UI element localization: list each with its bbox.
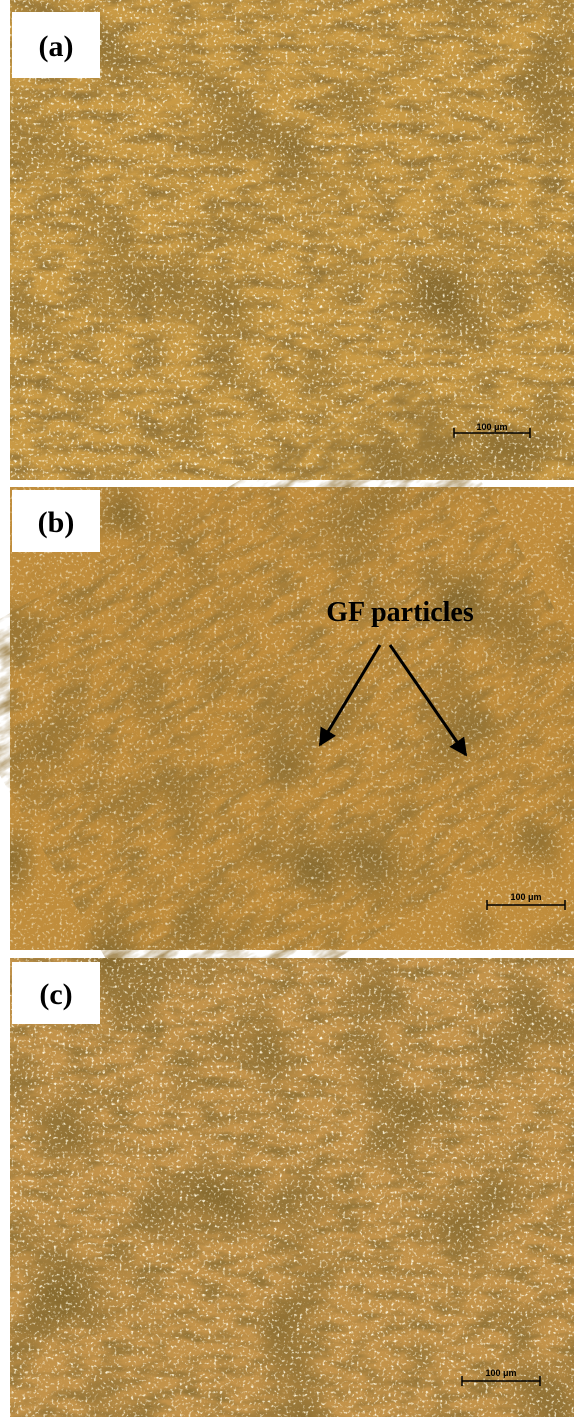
annotation: GF particles	[326, 597, 474, 628]
panel-label: (a)	[39, 30, 74, 63]
texture	[10, 487, 574, 950]
scale-bar-label: 100 μm	[485, 1368, 516, 1378]
texture	[10, 958, 574, 1417]
scale-bar-label: 100 μm	[510, 892, 541, 902]
panel-a: (a) 100 μm	[10, 0, 574, 480]
panel-c: (c) 100 μm	[10, 958, 574, 1417]
scale-bar-label: 100 μm	[476, 422, 507, 432]
page: (a) 100 μm (b) GF particles 100 μm (c) 1…	[0, 0, 574, 1417]
figure: (a) 100 μm (b) GF particles 100 μm (c) 1…	[0, 0, 574, 1417]
panel-label: (b)	[38, 506, 75, 539]
panel-label: (c)	[39, 978, 72, 1011]
